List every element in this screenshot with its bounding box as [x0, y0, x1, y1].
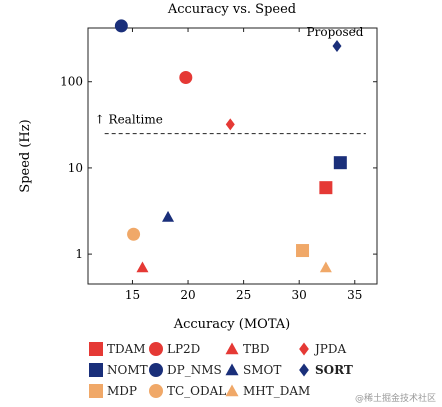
y-tick-label: 10 — [68, 161, 83, 175]
chart-title: Accuracy vs. Speed — [167, 2, 296, 17]
y-tick-label: 1 — [75, 247, 83, 261]
square-marker-icon — [89, 342, 103, 356]
data-points: Proposed — [114, 19, 364, 273]
annotation-proposed: Proposed — [307, 25, 364, 39]
legend-label: TDAM — [107, 342, 146, 356]
x-axis-label: Accuracy (MOTA) — [173, 317, 291, 332]
point-nomt — [333, 156, 347, 170]
x-tick-label: 35 — [347, 288, 362, 302]
point-tc-odal — [127, 227, 141, 241]
y-axis-label: Speed (Hz) — [18, 119, 33, 192]
legend-label: LP2D — [167, 342, 201, 356]
circle-marker-icon — [149, 363, 163, 377]
realtime-label: ↑ Realtime — [95, 113, 163, 127]
point-tbd — [136, 261, 149, 273]
triangle-marker-icon — [225, 384, 239, 397]
realtime-reference: ↑ Realtime — [95, 113, 366, 135]
point-dp-nms — [114, 19, 128, 33]
circle-marker-icon — [149, 342, 163, 356]
legend-label: MHT_DAM — [243, 384, 311, 398]
legend-label: SORT — [315, 363, 353, 377]
legend-item-lp2d: LP2D — [148, 340, 200, 358]
legend-label: NOMT — [107, 363, 148, 377]
legend-item-nomt: NOMT — [88, 361, 148, 379]
x-tick-label: 25 — [236, 288, 251, 302]
legend-item-mht-dam: MHT_DAM — [224, 382, 310, 400]
triangle-marker-icon — [225, 363, 239, 376]
point-mht-dam — [319, 261, 332, 273]
x-tick-label: 20 — [180, 288, 195, 302]
legend-label: DP_NMS — [167, 363, 222, 377]
legend-label: JPDA — [315, 342, 347, 356]
watermark: @稀土掘金技术社区 — [354, 394, 436, 404]
diamond-marker-icon — [299, 363, 309, 377]
axis-ticks: 15 20 25 30 35 1 10 100 — [60, 28, 377, 302]
point-tdam — [319, 181, 333, 195]
legend-item-tbd: TBD — [224, 340, 269, 358]
legend-item-jpda: JPDA — [296, 340, 346, 358]
point-jpda — [225, 118, 235, 131]
y-tick-label: 100 — [60, 75, 83, 89]
legend-item-tdam: TDAM — [88, 340, 146, 358]
point-mdp — [296, 244, 310, 258]
legend-label: TBD — [243, 342, 270, 356]
legend-item-tc-odal: TC_ODAL — [148, 382, 226, 400]
triangle-marker-icon — [225, 342, 239, 355]
legend-label: SMOT — [243, 363, 282, 377]
point-lp2d — [179, 70, 193, 84]
legend-item-smot: SMOT — [224, 361, 281, 379]
circle-marker-icon — [149, 384, 163, 398]
legend-item-mdp: MDP — [88, 382, 137, 400]
scatter-chart: Accuracy vs. Speed 15 20 25 30 35 1 10 100 ↑ Re… — [18, 2, 378, 332]
legend-item-sort: SORT — [296, 361, 353, 379]
legend-label: TC_ODAL — [167, 384, 227, 398]
point-sort — [332, 39, 342, 52]
legend-item-dp-nms: DP_NMS — [148, 361, 222, 379]
square-marker-icon — [89, 384, 103, 398]
point-smot — [162, 210, 175, 222]
diamond-marker-icon — [299, 342, 309, 356]
square-marker-icon — [89, 363, 103, 377]
x-tick-label: 15 — [125, 288, 140, 302]
legend-label: MDP — [107, 384, 137, 398]
legend: TDAM LP2D TBD JPDA NOMT DP_NMS SMOT SORT MDP TC_O… — [0, 336, 442, 407]
plot-frame — [87, 27, 378, 285]
x-tick-label: 30 — [292, 288, 307, 302]
